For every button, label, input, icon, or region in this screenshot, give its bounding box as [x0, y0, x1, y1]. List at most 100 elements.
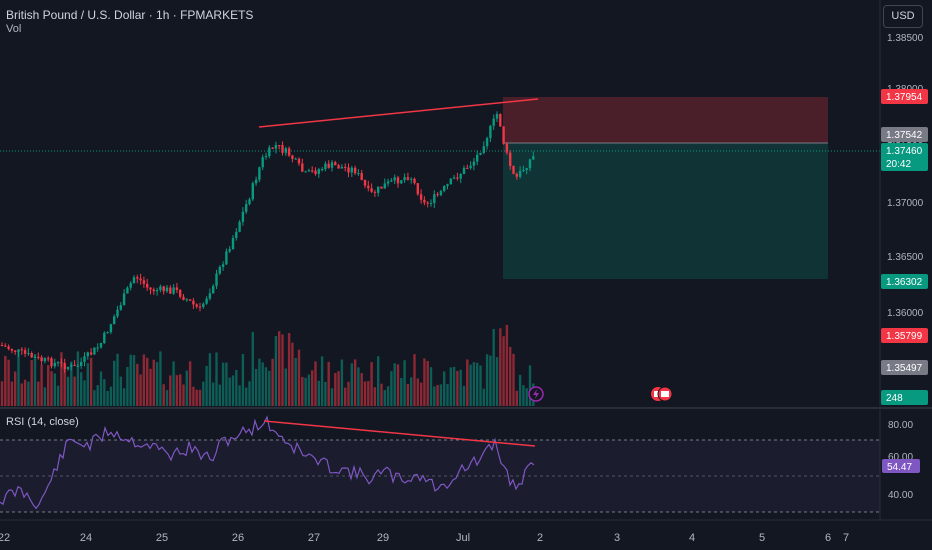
volume-bar: [162, 384, 165, 406]
volume-bar: [66, 376, 70, 406]
volume-bar: [139, 374, 142, 406]
price-tick: 1.36500: [887, 252, 924, 263]
volume-bar: [218, 384, 221, 406]
volume-bar: [370, 362, 373, 406]
volume-bar: [515, 390, 518, 406]
candle-body: [271, 147, 274, 149]
stop-loss-zone[interactable]: [503, 97, 828, 143]
candle-body: [360, 173, 363, 180]
volume-bar: [188, 361, 192, 406]
volume-bar: [215, 352, 218, 406]
volume-label[interactable]: Vol: [6, 23, 22, 35]
price-tick: 1.37000: [887, 198, 924, 209]
volume-bar: [89, 357, 93, 406]
volume-bar: [311, 370, 314, 406]
volume-bar: [0, 381, 4, 406]
candle-body: [146, 283, 149, 288]
candle-body: [429, 203, 433, 205]
volume-bar: [182, 384, 185, 406]
volume-bar: [103, 379, 106, 406]
candlesticks: [0, 111, 535, 373]
volume-bar: [489, 355, 492, 406]
take-profit-zone[interactable]: [503, 143, 828, 279]
candle-body: [248, 199, 251, 205]
volume-bar: [327, 361, 330, 406]
volume-bars: [0, 324, 535, 406]
time-tick: 7: [843, 532, 849, 544]
price-tick: 1.38500: [887, 33, 924, 44]
candle-body: [380, 186, 383, 189]
volume-bar: [136, 363, 139, 406]
time-tick: 24: [80, 532, 92, 544]
volume-bar: [245, 387, 248, 406]
lightning-icon[interactable]: [528, 386, 544, 402]
price-axis[interactable]: 1.385001.380001.375001.370001.365001.360…: [887, 33, 924, 376]
candle-body: [274, 145, 278, 149]
volume-bar: [172, 361, 175, 406]
candle-body: [426, 202, 429, 204]
volume-bar: [429, 367, 433, 406]
volume-bar: [367, 381, 370, 406]
volume-bar: [443, 371, 446, 406]
volume-bar: [344, 387, 347, 406]
volume-bar: [80, 372, 83, 406]
candle-body: [129, 283, 132, 288]
gray-level-price: 1.35497: [886, 363, 923, 374]
volume-bar: [373, 387, 377, 406]
volume-bar: [20, 383, 23, 406]
candle-body: [301, 163, 304, 172]
candle-body: [47, 358, 50, 360]
candle-body: [443, 185, 446, 191]
volume-bar: [73, 376, 76, 406]
rsi-trend-line[interactable]: [263, 420, 536, 447]
volume-bar: [83, 380, 86, 406]
candle-body: [238, 221, 241, 232]
candle-body: [155, 290, 159, 292]
volume-bar: [482, 388, 485, 406]
candle-body: [423, 199, 426, 203]
current-price-countdown: 20:42: [886, 159, 911, 170]
candle-body: [218, 266, 221, 274]
volume-bar: [192, 386, 195, 406]
volume-bar: [476, 362, 479, 406]
currency-button[interactable]: USD: [883, 5, 923, 28]
volume-bar: [525, 388, 528, 406]
candle-body: [169, 287, 172, 294]
time-axis[interactable]: 22 24 25 26 27 29 Jul 2 3 4 5 6 7: [0, 532, 849, 544]
volume-bar: [400, 377, 403, 406]
candle-body: [396, 177, 400, 184]
candle-body: [433, 194, 436, 204]
volume-bar: [238, 385, 241, 406]
candle-body: [528, 159, 532, 169]
candle-body: [254, 179, 258, 184]
price-trend-line[interactable]: [258, 98, 539, 128]
rsi-line: [0, 415, 535, 510]
volume-bar: [334, 372, 337, 406]
volume-bar: [347, 381, 350, 406]
time-tick: 5: [759, 532, 765, 544]
candle-body: [476, 154, 479, 162]
candle-body: [86, 352, 89, 357]
volume-bar: [142, 354, 146, 406]
uk-flag-event-icon[interactable]: [657, 386, 673, 402]
candle-body: [192, 300, 195, 305]
candle-body: [436, 194, 439, 196]
rsi-label[interactable]: RSI (14, close): [6, 416, 79, 428]
time-tick: 3: [614, 532, 620, 544]
candle-body: [149, 287, 152, 290]
volume-bar: [208, 353, 212, 406]
symbol-title[interactable]: British Pound / U.S. Dollar · 1h · FPMAR…: [6, 8, 254, 22]
volume-bar: [116, 353, 119, 406]
candle-body: [159, 286, 162, 291]
candle-body: [469, 165, 472, 169]
candle-body: [330, 162, 334, 168]
candle-body: [113, 316, 116, 325]
candle-body: [10, 348, 14, 351]
short-position-tool[interactable]: [503, 97, 828, 279]
time-tick: 29: [377, 532, 389, 544]
volume-bar: [297, 349, 301, 406]
volume-bar: [146, 357, 149, 406]
candle-body: [152, 289, 155, 292]
volume-bar: [268, 370, 271, 406]
